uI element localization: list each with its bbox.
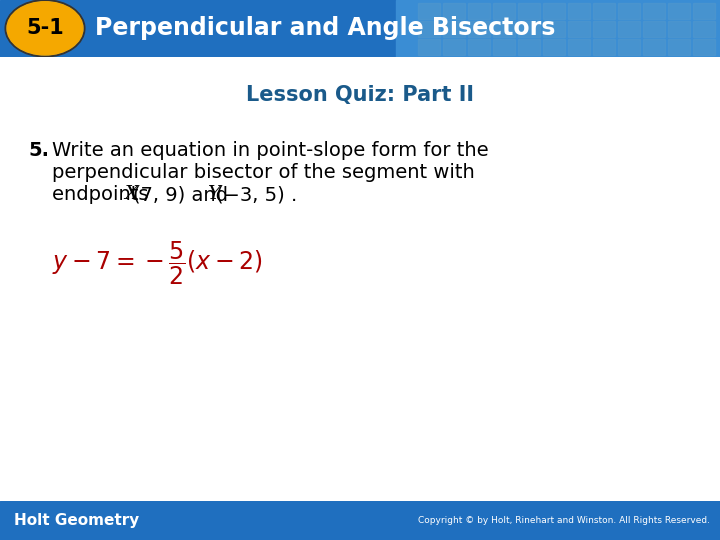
Text: Write an equation in point-slope form for the: Write an equation in point-slope form fo…: [52, 141, 489, 160]
Bar: [492, 3, 515, 19]
Text: Holt Geometry: Holt Geometry: [14, 513, 139, 528]
Bar: [418, 39, 440, 55]
Bar: [443, 21, 464, 37]
Bar: [418, 21, 440, 37]
Text: Lesson Quiz: Part II: Lesson Quiz: Part II: [246, 85, 474, 105]
Ellipse shape: [7, 2, 83, 55]
Bar: [667, 21, 690, 37]
Text: $\mathit{y}-7=-\dfrac{5}{2}(\mathit{x}-2)$: $\mathit{y}-7=-\dfrac{5}{2}(\mathit{x}-2…: [52, 240, 263, 287]
Bar: [618, 39, 639, 55]
Text: 5.: 5.: [28, 141, 49, 160]
Bar: [618, 21, 639, 37]
Text: 5-1: 5-1: [26, 18, 64, 38]
Bar: [518, 21, 539, 37]
Bar: [593, 39, 615, 55]
Text: Perpendicular and Angle Bisectors: Perpendicular and Angle Bisectors: [95, 16, 555, 40]
Bar: [693, 39, 714, 55]
Bar: [443, 3, 464, 19]
Text: endpoints: endpoints: [52, 185, 155, 204]
Text: (−3, 5) .: (−3, 5) .: [216, 185, 297, 204]
Text: perpendicular bisector of the segment with: perpendicular bisector of the segment wi…: [52, 163, 474, 183]
Bar: [543, 3, 564, 19]
Bar: [518, 39, 539, 55]
Bar: [567, 21, 590, 37]
Bar: [667, 3, 690, 19]
Bar: [543, 39, 564, 55]
Bar: [642, 3, 665, 19]
Bar: [543, 21, 564, 37]
Bar: [667, 39, 690, 55]
Bar: [693, 21, 714, 37]
Bar: [418, 3, 440, 19]
Bar: [567, 39, 590, 55]
Bar: [467, 39, 490, 55]
Bar: [492, 39, 515, 55]
Bar: [593, 21, 615, 37]
Bar: [593, 3, 615, 19]
Bar: [443, 39, 464, 55]
Text: Copyright © by Holt, Rinehart and Winston. All Rights Reserved.: Copyright © by Holt, Rinehart and Winsto…: [418, 516, 710, 525]
Bar: [518, 3, 539, 19]
Bar: [642, 39, 665, 55]
Bar: [693, 3, 714, 19]
Bar: [467, 21, 490, 37]
Text: Y: Y: [207, 185, 220, 203]
Bar: [618, 3, 639, 19]
Text: X: X: [124, 185, 138, 203]
Bar: [642, 21, 665, 37]
Bar: [567, 3, 590, 19]
Bar: [492, 21, 515, 37]
Bar: [396, 0, 720, 57]
Text: (7, 9) and: (7, 9) and: [133, 185, 234, 204]
Bar: [467, 3, 490, 19]
